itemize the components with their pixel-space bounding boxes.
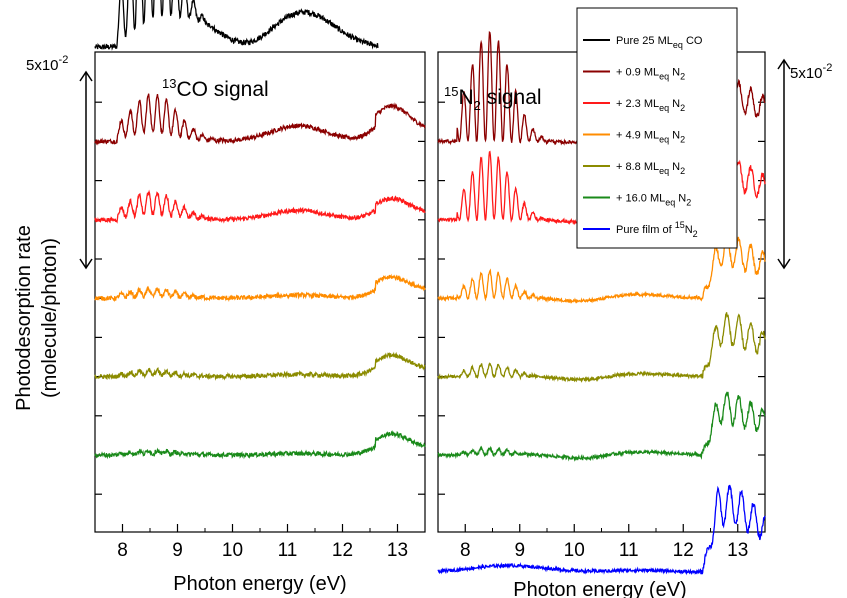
legend-box	[576, 7, 738, 249]
scale-bar-right-arrow-top	[777, 58, 791, 70]
x-axis-title-right: Photon energy (eV)	[513, 579, 686, 598]
legend-label-2: + 2.3 MLeq N2	[616, 98, 685, 113]
series-left-0	[94, 0, 379, 51]
scale-label-right-exponent: -2	[823, 62, 833, 74]
x-tick-label-left-1: 9	[172, 540, 183, 561]
legend-label-3: + 4.9 MLeq N2	[616, 130, 685, 145]
scale-label-left-mantissa: 5x10	[26, 57, 59, 74]
x-tick-label-right-1: 9	[514, 540, 525, 561]
scale-bar-right: 5x10-2	[777, 58, 832, 270]
legend-label-1: + 0.9 MLeq N2	[616, 67, 685, 82]
series-right-2	[437, 233, 766, 304]
x-tick-label-right-5: 13	[727, 540, 748, 561]
legend-label-5: + 16.0 MLeq N2	[616, 193, 691, 208]
x-tick-label-right-4: 12	[673, 540, 694, 561]
x-tick-label-right-3: 11	[619, 540, 639, 561]
series-left-5	[94, 430, 426, 460]
scale-bar-left: 5x10-2	[26, 54, 93, 270]
series-left-4	[94, 351, 426, 381]
scale-label-left: 5x10-2	[26, 54, 68, 74]
x-tick-label-right-2: 10	[564, 540, 585, 561]
series-right-3	[437, 312, 766, 383]
series-left-2	[94, 189, 426, 224]
scale-bar-left-arrow-top	[79, 70, 93, 82]
panel-label-right: 15N2 signal	[444, 84, 542, 113]
panel-label-left-text: CO signal	[176, 78, 268, 101]
x-tick-label-left-5: 13	[387, 540, 408, 561]
panel-label-right-sub: 2	[474, 98, 481, 113]
x-tick-label-left-0: 8	[117, 540, 128, 561]
x-tick-label-left-3: 11	[278, 540, 298, 561]
series-left-1	[94, 93, 426, 146]
panel-label-left: 13CO signal	[162, 76, 269, 101]
panel-label-right-sup: 15	[444, 84, 458, 99]
panel-label-right-rest: signal	[481, 86, 542, 109]
legend-label-0: Pure 25 MLeq CO	[616, 35, 703, 50]
x-tick-label-left-2: 10	[222, 540, 243, 561]
panel-left: 8 9 10 11 12 13 13CO signal Photon energy (eV…	[26, 0, 426, 595]
panel-label-right-text: N	[458, 86, 473, 109]
series-right-5	[437, 484, 766, 576]
series-left-3	[94, 273, 426, 303]
panel-label-left-sup: 13	[162, 76, 176, 91]
legend-label-6: Pure film of 15N2	[616, 220, 698, 239]
scale-bar-right-arrow-bottom	[777, 258, 791, 270]
scale-label-right: 5x10-2	[790, 62, 832, 82]
series-right-4	[437, 391, 766, 462]
scale-label-right-mantissa: 5x10	[790, 65, 823, 82]
legend-label-4: + 8.8 MLeq N2	[616, 161, 685, 176]
x-axis-title-left: Photon energy (eV)	[173, 573, 346, 595]
legend: Pure 25 MLeq CO + 0.9 MLeq N2 + 2.3 MLeq N…	[576, 7, 738, 249]
y-axis-units: (molecule/photon)	[39, 238, 61, 398]
y-axis-title: Photodesorption rate	[13, 225, 35, 411]
scale-bar-left-arrow-bottom	[79, 258, 93, 270]
scale-label-left-exponent: -2	[59, 54, 69, 66]
x-tick-label-right-0: 8	[460, 540, 471, 561]
x-tick-label-left-4: 12	[332, 540, 353, 561]
